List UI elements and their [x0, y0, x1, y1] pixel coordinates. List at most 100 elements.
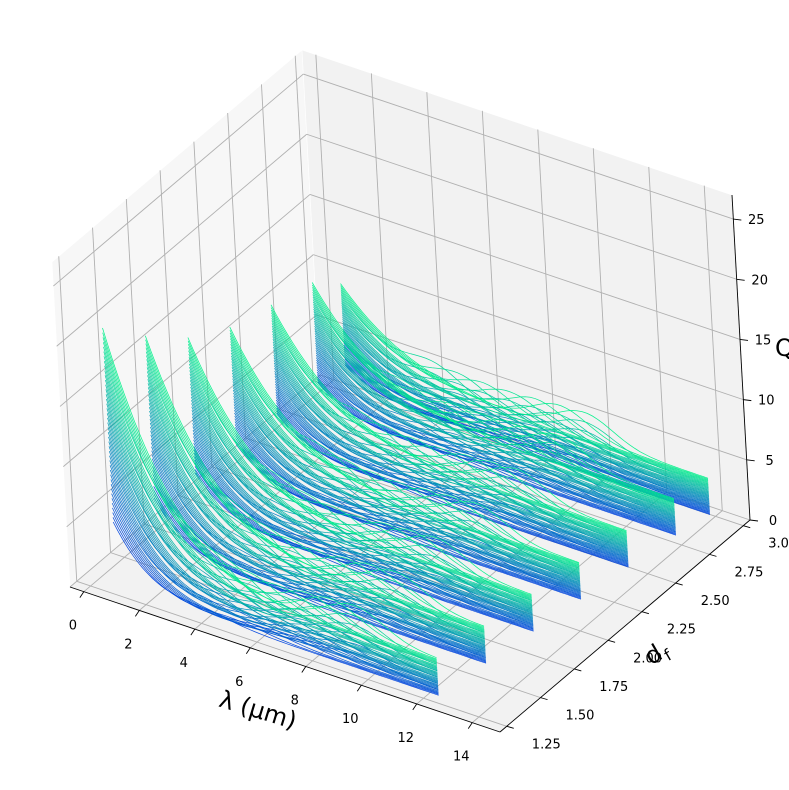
y-tick-labels: 1.25 1.50 1.75 2.00 2.25 2.50 2.75 3.00 — [532, 537, 789, 753]
data-curve — [317, 374, 676, 533]
y-tick-mark — [607, 639, 616, 643]
z-tick-label: 15 — [755, 333, 772, 348]
data-curve — [340, 291, 709, 483]
data-curve — [102, 337, 437, 661]
data-curve — [313, 306, 675, 509]
x-gridline-floor — [471, 510, 723, 723]
data-curve — [187, 340, 532, 596]
z-axis-label: Q — [775, 334, 789, 362]
y-gridline-left — [58, 256, 78, 582]
data-curve — [311, 282, 675, 500]
data-curve — [148, 406, 486, 644]
data-curve — [229, 329, 580, 564]
data-curve — [146, 371, 485, 636]
y-tick-mark — [540, 697, 548, 701]
data-curve — [316, 364, 676, 530]
data-curve — [231, 358, 580, 573]
data-curve — [104, 370, 438, 668]
y-tick-mark — [675, 582, 683, 586]
x-tick-label: 10 — [342, 712, 359, 727]
data-curve — [233, 404, 581, 588]
x-axis-label: λ (μm) — [216, 685, 300, 735]
data-curve — [234, 421, 581, 593]
data-curve — [317, 376, 677, 534]
z-tick-mark — [746, 459, 755, 462]
x-tick-label: 8 — [291, 694, 299, 709]
x-tick-mark — [190, 628, 196, 636]
data-curve — [191, 406, 533, 614]
data-curve — [190, 390, 533, 610]
data-curve — [102, 332, 437, 660]
data-curve — [190, 386, 533, 609]
data-curve — [111, 493, 439, 691]
data-curve — [342, 317, 709, 494]
data-curve — [315, 357, 676, 527]
data-curve — [108, 450, 439, 683]
data-curve — [230, 344, 580, 569]
data-curve — [340, 295, 709, 484]
data-curve — [270, 309, 627, 533]
z-tick-mark — [733, 218, 742, 221]
data-curve — [276, 402, 629, 564]
x-gridline-back — [426, 92, 446, 418]
data-curve — [104, 375, 438, 668]
data-curve — [193, 442, 534, 624]
data-curve — [188, 353, 532, 600]
y-tick-label: 1.50 — [566, 709, 595, 724]
z-gridline-back — [306, 133, 737, 280]
data-curve — [276, 404, 629, 565]
data-curve — [312, 292, 675, 503]
data-curve — [340, 287, 709, 481]
data-curve — [341, 301, 709, 487]
data-curve — [188, 360, 533, 602]
data-curve — [148, 402, 486, 643]
data-curve — [275, 391, 629, 561]
data-curve — [313, 308, 675, 509]
data-curve — [189, 367, 533, 604]
y-gridline-left — [227, 113, 247, 439]
data-curve — [315, 352, 676, 525]
z-axis-line — [731, 194, 751, 521]
data-curve — [342, 326, 710, 499]
x-tick-label: 6 — [235, 675, 243, 690]
data-curve — [147, 379, 485, 637]
data-curve — [235, 435, 582, 597]
data-curve — [230, 355, 580, 573]
x-tick-label: 2 — [124, 637, 132, 652]
z-tick-label: 20 — [751, 273, 768, 288]
data-curve — [312, 296, 675, 505]
data-curve — [340, 293, 709, 484]
x-tick-mark — [412, 703, 418, 711]
z-tick-mark — [749, 519, 759, 522]
data-curve — [231, 372, 580, 578]
data-curve — [110, 484, 439, 689]
data-curve — [229, 332, 580, 565]
data-curve — [147, 375, 485, 637]
data-curve — [314, 335, 676, 519]
data-curve — [340, 283, 709, 479]
z-gridline-left — [63, 254, 314, 467]
data-curve — [145, 339, 485, 628]
data-curve — [146, 355, 485, 632]
z-gridline-back — [309, 194, 741, 340]
data-curve — [271, 328, 628, 540]
data-curve — [229, 335, 580, 566]
data-curve — [150, 438, 486, 651]
z-tick-label: 10 — [758, 394, 775, 409]
x-axis-line — [69, 586, 501, 733]
data-curve — [105, 379, 438, 669]
data-curve — [312, 289, 675, 502]
z-gridline-back — [303, 73, 734, 220]
z-tick-label: 25 — [748, 213, 765, 228]
data-curve — [343, 346, 710, 507]
y-tick-label: 1.75 — [599, 680, 628, 695]
data-curve — [194, 462, 534, 629]
y-tick-label: 2.00 — [633, 651, 662, 666]
data-curve — [270, 307, 627, 532]
data-curve — [106, 413, 438, 676]
data-curve — [272, 338, 628, 543]
data-curve — [230, 352, 580, 572]
data-curve — [189, 380, 533, 607]
data-curve — [191, 400, 533, 613]
